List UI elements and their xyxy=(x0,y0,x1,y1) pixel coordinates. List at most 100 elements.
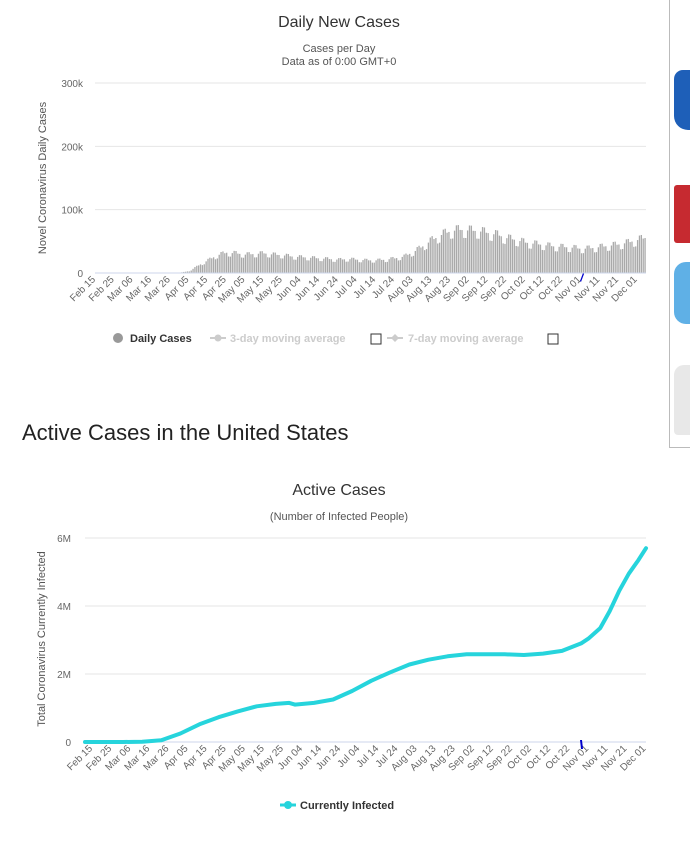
daily-bar xyxy=(330,259,332,273)
daily-bar xyxy=(328,259,331,273)
daily-bar xyxy=(304,257,306,273)
daily-bar xyxy=(629,242,631,273)
daily-bar xyxy=(224,253,226,273)
daily-bar xyxy=(625,239,628,273)
daily-bar xyxy=(409,253,411,273)
daily-bar xyxy=(466,230,469,273)
daily-bar xyxy=(388,259,390,273)
ad-product-image-1 xyxy=(674,70,690,130)
daily-bar xyxy=(283,255,286,273)
daily-bar xyxy=(295,259,297,273)
daily-bar xyxy=(485,232,487,273)
daily-bar xyxy=(373,262,375,273)
daily-bar xyxy=(268,257,271,273)
legend-7day-average[interactable]: 7-day moving average xyxy=(387,333,559,345)
daily-bar xyxy=(382,259,385,273)
daily-bar xyxy=(478,238,480,273)
daily-bar xyxy=(315,258,317,273)
daily-bar xyxy=(633,246,635,273)
active-chart-gridlines xyxy=(85,537,646,675)
daily-bar xyxy=(360,262,362,273)
daily-y-tick-label: 200k xyxy=(61,142,84,153)
daily-bar xyxy=(265,253,267,273)
daily-bar xyxy=(453,230,456,273)
daily-bar xyxy=(274,252,276,273)
currently-infected-line[interactable] xyxy=(83,546,648,744)
daily-bar xyxy=(452,238,454,273)
legend-infected-symbol xyxy=(284,801,292,809)
active-chart-title: Active Cases xyxy=(292,482,385,499)
daily-bar xyxy=(491,240,493,273)
daily-bar xyxy=(618,244,620,273)
daily-bar xyxy=(287,253,289,273)
daily-bar xyxy=(620,249,622,273)
legend-currently-infected[interactable]: Currently Infected xyxy=(280,800,394,812)
daily-bar xyxy=(425,249,428,273)
daily-bar xyxy=(532,243,534,273)
daily-bar xyxy=(509,234,512,273)
daily-bar xyxy=(590,248,592,273)
daily-bar xyxy=(577,248,579,273)
legend-3day-checkbox[interactable] xyxy=(370,333,382,345)
daily-bar xyxy=(420,247,422,273)
active-y-tick-label: 6M xyxy=(57,534,71,545)
daily-bar xyxy=(457,225,459,273)
legend-daily-cases[interactable]: Daily Cases xyxy=(113,333,192,345)
daily-bar xyxy=(534,240,536,273)
legend-daily-cases-symbol xyxy=(113,333,123,343)
daily-bar xyxy=(631,241,633,273)
daily-bar xyxy=(259,251,261,273)
active-chart-subtitle: (Number of Infected People) xyxy=(270,511,408,523)
daily-bar xyxy=(627,238,629,273)
daily-bar xyxy=(338,258,340,273)
daily-bar xyxy=(190,270,192,273)
daily-bar xyxy=(470,225,473,273)
daily-bar xyxy=(255,257,258,273)
daily-bar xyxy=(621,249,624,273)
daily-bar xyxy=(586,245,588,273)
daily-bar xyxy=(282,258,284,273)
daily-bar xyxy=(319,261,321,273)
daily-y-tick-label: 0 xyxy=(77,269,83,280)
daily-bar xyxy=(642,238,644,273)
daily-bar xyxy=(463,237,465,273)
daily-bar xyxy=(336,259,338,273)
daily-bar xyxy=(397,260,400,273)
daily-bar xyxy=(541,249,543,273)
daily-bar xyxy=(480,231,482,273)
daily-bar xyxy=(580,253,583,273)
daily-bar xyxy=(511,239,514,273)
daily-bar xyxy=(216,258,218,273)
daily-bar xyxy=(386,261,388,273)
daily-bar xyxy=(246,252,248,273)
daily-bar xyxy=(358,262,360,273)
daily-bar xyxy=(390,257,392,273)
active-y-tick-label: 2M xyxy=(57,670,71,681)
daily-bar xyxy=(582,253,585,273)
daily-bar xyxy=(209,257,211,273)
daily-bar xyxy=(218,254,220,273)
legend-7day-checkbox[interactable] xyxy=(547,333,559,345)
daily-bar xyxy=(399,260,402,273)
daily-bar xyxy=(597,247,600,273)
daily-bar xyxy=(272,252,275,273)
side-ad-panel[interactable] xyxy=(669,0,690,448)
daily-bar xyxy=(592,248,594,273)
daily-bar xyxy=(188,271,190,273)
daily-bar xyxy=(237,253,239,273)
daily-bar xyxy=(242,257,245,273)
daily-bar xyxy=(418,245,420,273)
daily-chart-title: Daily New Cases xyxy=(278,14,400,31)
daily-chart-subtitle-2: Data as of 0:00 GMT+0 xyxy=(282,56,397,68)
daily-bar xyxy=(603,246,605,273)
daily-bar xyxy=(429,237,431,273)
daily-bar xyxy=(323,258,325,273)
daily-chart-gridlines xyxy=(95,82,646,211)
active-y-tick-label: 0 xyxy=(65,738,71,749)
daily-bar xyxy=(250,254,252,273)
daily-bar xyxy=(347,261,349,273)
daily-bar xyxy=(517,246,519,273)
legend-3day-average[interactable]: 3-day moving average xyxy=(210,333,382,345)
daily-bar xyxy=(468,225,471,273)
